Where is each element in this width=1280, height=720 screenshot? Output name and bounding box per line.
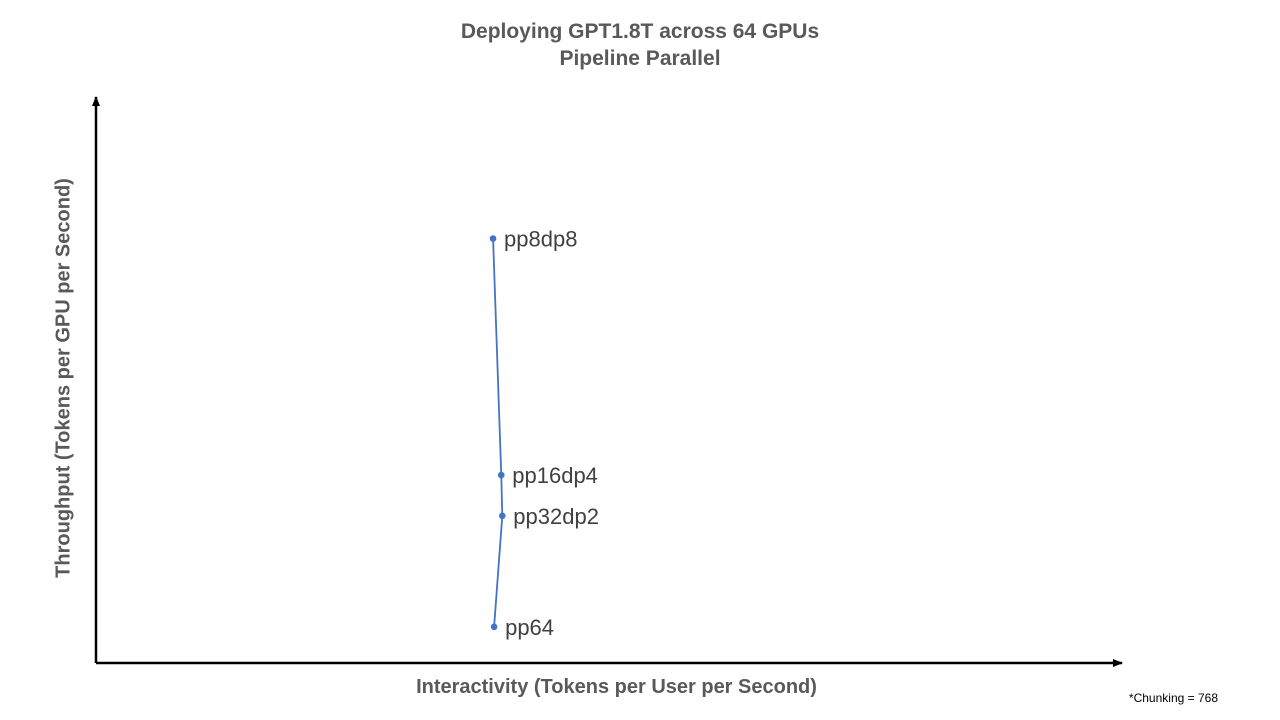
x-axis-label: Interactivity (Tokens per User per Secon… [416,676,817,698]
data-point-pp64 [490,623,498,631]
data-label-pp8dp8: pp8dp8 [504,227,577,252]
data-label-pp16dp4: pp16dp4 [512,463,598,488]
chunking-footnote: *Chunking = 768 [1128,691,1218,705]
data-label-pp64: pp64 [505,615,554,640]
data-point-pp16dp4 [497,471,505,479]
data-label-pp32dp2: pp32dp2 [513,504,599,529]
data-point-pp32dp2 [498,512,506,520]
chart-title: Deploying GPT1.8T across 64 GPUs [460,20,820,43]
series-line [492,238,504,627]
y-axis-label: Throughput (Tokens per GPU per Second) [52,178,75,578]
series-group: pp8dp8 pp16dp4 pp32dp2 pp64 [489,227,599,640]
chart-subtitle: Pipeline Parallel [559,47,721,70]
data-point-pp8dp8 [489,235,497,242]
